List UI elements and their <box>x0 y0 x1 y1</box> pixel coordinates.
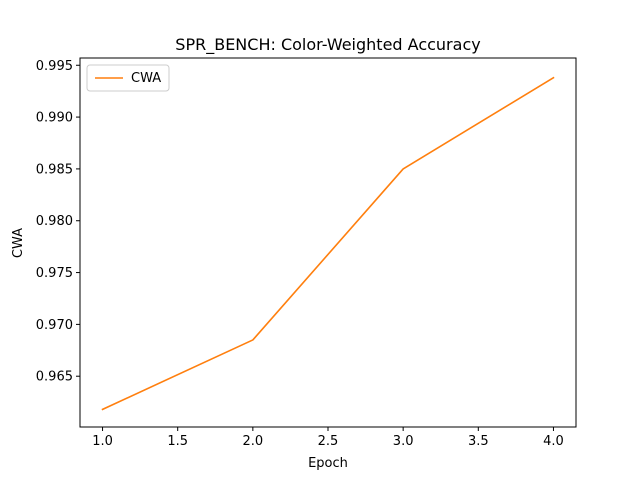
y-tick-label: 0.995 <box>36 59 73 74</box>
series-line-cwa <box>101 76 555 411</box>
legend-label: CWA <box>131 71 161 86</box>
series-layer <box>101 76 555 411</box>
y-axis-ticks: 0.965 0.970 0.975 0.980 0.985 0.990 0.995 <box>36 59 80 385</box>
plot-area: 1.0 1.5 2.0 2.5 3.0 3.5 4.0 0.9650.9700.9750.9… <box>36 57 577 449</box>
legend-box <box>86 64 170 92</box>
x-tick-label: 3.0 <box>393 434 414 449</box>
x-tick-label: 1.0 <box>92 434 113 449</box>
x-axis-label: Epoch <box>308 456 348 471</box>
y-tick-label: 0.965 <box>36 370 73 385</box>
y-axis-label: CWA <box>11 228 26 258</box>
y-tick-label: 0.990 <box>36 111 73 126</box>
y-tick-label: 0.970 <box>36 318 73 333</box>
x-tick-label: 2.5 <box>318 434 339 449</box>
chart-title: SPR_BENCH: Color-Weighted Accuracy <box>175 35 480 55</box>
y-tick-label: 0.980 <box>36 214 73 229</box>
x-tick-label: 2.0 <box>243 434 264 449</box>
x-tick-label: 3.5 <box>468 434 489 449</box>
plot-frame <box>79 57 577 428</box>
y-tick-label: 0.975 <box>36 266 73 281</box>
legend: CWA <box>86 64 170 92</box>
y-tick-label: 0.985 <box>36 162 73 177</box>
x-axis-ticks: 1.0 1.5 2.0 2.5 3.0 3.5 4.0 <box>92 427 564 449</box>
x-tick-label: 1.5 <box>167 434 188 449</box>
x-tick-label: 4.0 <box>543 434 564 449</box>
